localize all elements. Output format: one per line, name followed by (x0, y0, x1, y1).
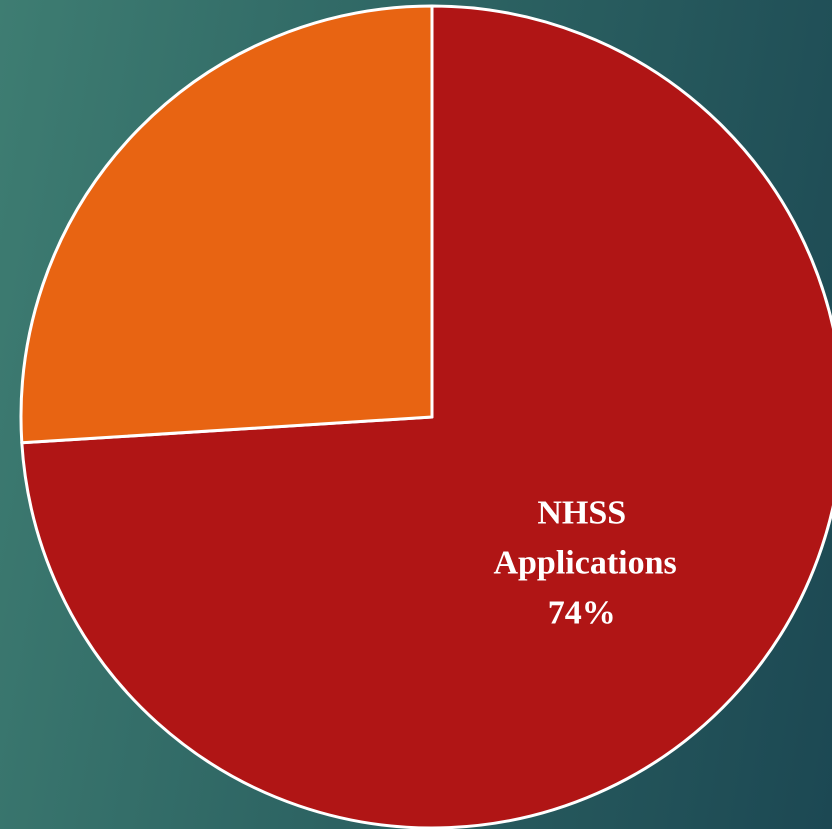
pie-slice (20, 4, 832, 829)
slice-label: NHSS Applications (487, 494, 677, 581)
slice-value-label: 74% (548, 594, 616, 631)
pie-slice (19, 4, 434, 445)
